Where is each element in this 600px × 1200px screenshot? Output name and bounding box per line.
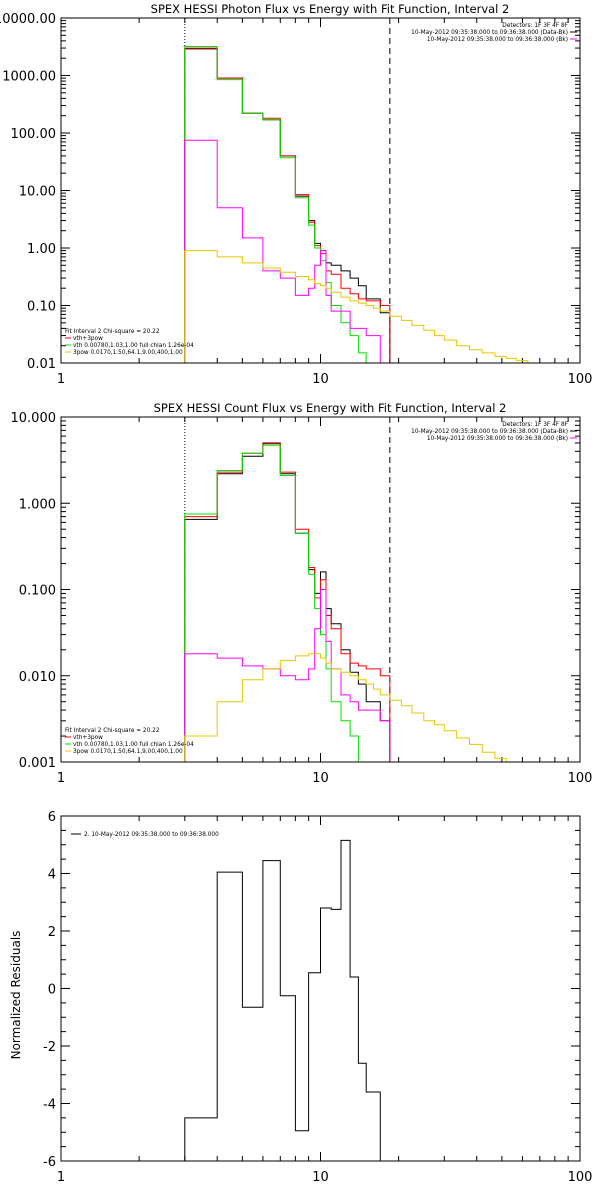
y-tick-label: 0.010 (19, 670, 56, 685)
legend-entry: Detectors: 1F 3F 4F 8F (502, 422, 568, 428)
y-tick-label: 4 (48, 868, 56, 883)
count-flux-panel: SPEX HESSI Count Flux vs Energy with Fit… (11, 401, 593, 786)
y-tick-label: 100.00 (11, 127, 57, 142)
legend-entry: 10-May-2012 09:35:38.000 to 09:36:38.000… (411, 30, 568, 36)
y-tick-label: 10.00 (19, 185, 56, 200)
count-flux-plot-frame (60, 416, 581, 763)
legend-entry: vth+3pow (73, 336, 103, 342)
x-tick-label: 10 (312, 1170, 329, 1185)
y-tick-label: 6 (48, 810, 56, 825)
legend-entry: 3pow 0.0170,1.50,64.1,9.00,400,1.00 (73, 749, 183, 755)
legend-entry: Fit Interval 2 Chi-square = 20.22 (65, 728, 160, 734)
y-tick-label: 0.001 (19, 756, 56, 771)
x-tick-label: 100 (568, 372, 593, 387)
count-flux-series-4 (184, 653, 540, 763)
count-flux-series-3 (184, 589, 391, 762)
legend-entry: 3pow 0.0170,1.50,64.1,9.00,400,1.00 (73, 350, 183, 356)
legend-entry: 10-May-2012 09:35:38.000 to 09:36:38.000… (411, 429, 568, 435)
y-tick-label: 0.100 (19, 584, 56, 599)
y-tick-label: -2 (43, 1040, 56, 1055)
legend-entry: vth 0.00780,1.03,1.00 full chian 1.26e-0… (73, 343, 194, 349)
y-tick-label: 1.000 (19, 497, 56, 512)
x-tick-label: 10 (312, 771, 329, 786)
y-tick-label: -4 (43, 1098, 56, 1113)
legend-entry: 10-May-2012 09:35:38.000 to 09:36:38.000… (427, 436, 568, 442)
y-tick-label: -6 (43, 1155, 56, 1170)
count-flux-series-2 (184, 444, 367, 763)
y-tick-label: 10000.00 (0, 12, 56, 27)
count-flux-series-0 (184, 442, 391, 762)
x-tick-label: 1 (57, 372, 65, 387)
legend-entry: 2. 10-May-2012 09:35:38.000 to 09:36:38.… (84, 832, 219, 838)
x-tick-label: 1 (57, 771, 65, 786)
x-tick-label: 10 (312, 372, 329, 387)
photon-flux-series-4 (184, 250, 540, 364)
x-tick-label: 100 (568, 1170, 593, 1185)
y-tick-label: 0 (48, 983, 56, 998)
legend-entry: vth+3pow (73, 735, 103, 741)
y-tick-label: 1.00 (27, 242, 56, 257)
legend-entry: vth 0.00780,1.03,1.00 full chian 1.26e-0… (73, 742, 194, 748)
photon-flux-series-3 (184, 139, 390, 364)
y-tick-label: 0.10 (27, 300, 56, 315)
y-tick-label: 1000.00 (2, 70, 56, 85)
residuals-series-0 (184, 839, 390, 1162)
y-tick-label: 0.01 (27, 357, 56, 372)
photon-flux-series-2 (184, 46, 374, 364)
legend-entry: 10-May-2012 09:35:38.000 to 09:36:38.000… (427, 37, 568, 43)
residuals-plot-frame (60, 815, 581, 1162)
x-tick-label: 100 (568, 771, 593, 786)
photon-flux-title: SPEX HESSI Photon Flux vs Energy with Fi… (151, 2, 510, 16)
y-tick-label: 2 (48, 925, 56, 940)
residuals-panel: Normalized Residuals 1 10 100 -6 -4 -2 0 2 4 6 2. … (9, 810, 592, 1185)
y-tick-label: 10.000 (11, 411, 57, 426)
photon-flux-plot-frame (60, 17, 581, 364)
residuals-y-axis-label: Normalized Residuals (9, 931, 23, 1060)
count-flux-title: SPEX HESSI Count Flux vs Energy with Fit… (154, 401, 507, 415)
photon-flux-panel: SPEX HESSI Photon Flux vs Energy with Fi… (0, 2, 592, 387)
legend-entry: Detectors: 1F 3F 4F 8F (502, 23, 568, 29)
x-tick-label: 1 (57, 1170, 65, 1185)
legend-entry: Fit Interval 2 Chi-square = 20.22 (65, 329, 160, 335)
